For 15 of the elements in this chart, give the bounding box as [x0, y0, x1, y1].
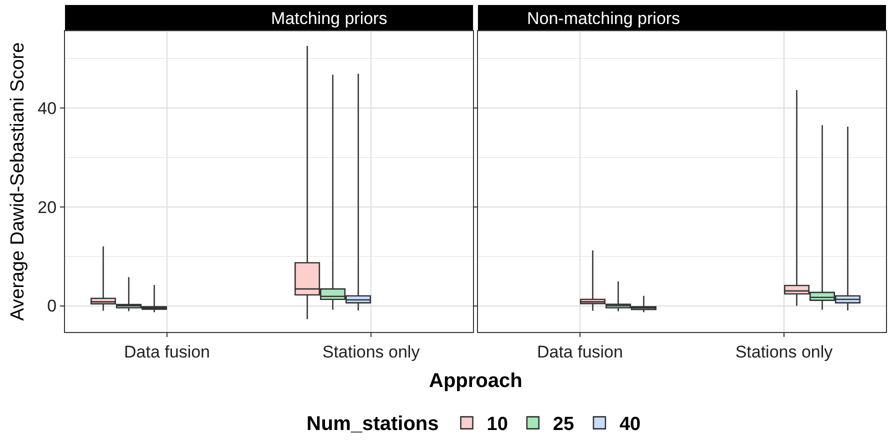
legend-label: 40: [619, 414, 641, 436]
y-axis-title: Average Dawid-Sebastiani Score: [8, 42, 29, 321]
legend-label: 10: [486, 414, 508, 436]
y-tick-label: 20: [38, 198, 57, 217]
legend-label: 25: [552, 414, 574, 436]
x-tick-label: Stations only: [735, 342, 834, 362]
chart-title: Matching priors: [271, 9, 388, 28]
x-tick-label: Stations only: [322, 342, 420, 362]
chart-title: Non-matching priors: [527, 9, 680, 28]
x-axis-title: Approach: [429, 370, 522, 392]
y-tick-label: 40: [38, 98, 57, 118]
legend-title: Num_stations: [306, 412, 439, 435]
x-tick-label: Data fusion: [124, 342, 210, 362]
x-tick-label: Data fusion: [536, 342, 623, 362]
y-tick-label: 0: [47, 296, 57, 316]
